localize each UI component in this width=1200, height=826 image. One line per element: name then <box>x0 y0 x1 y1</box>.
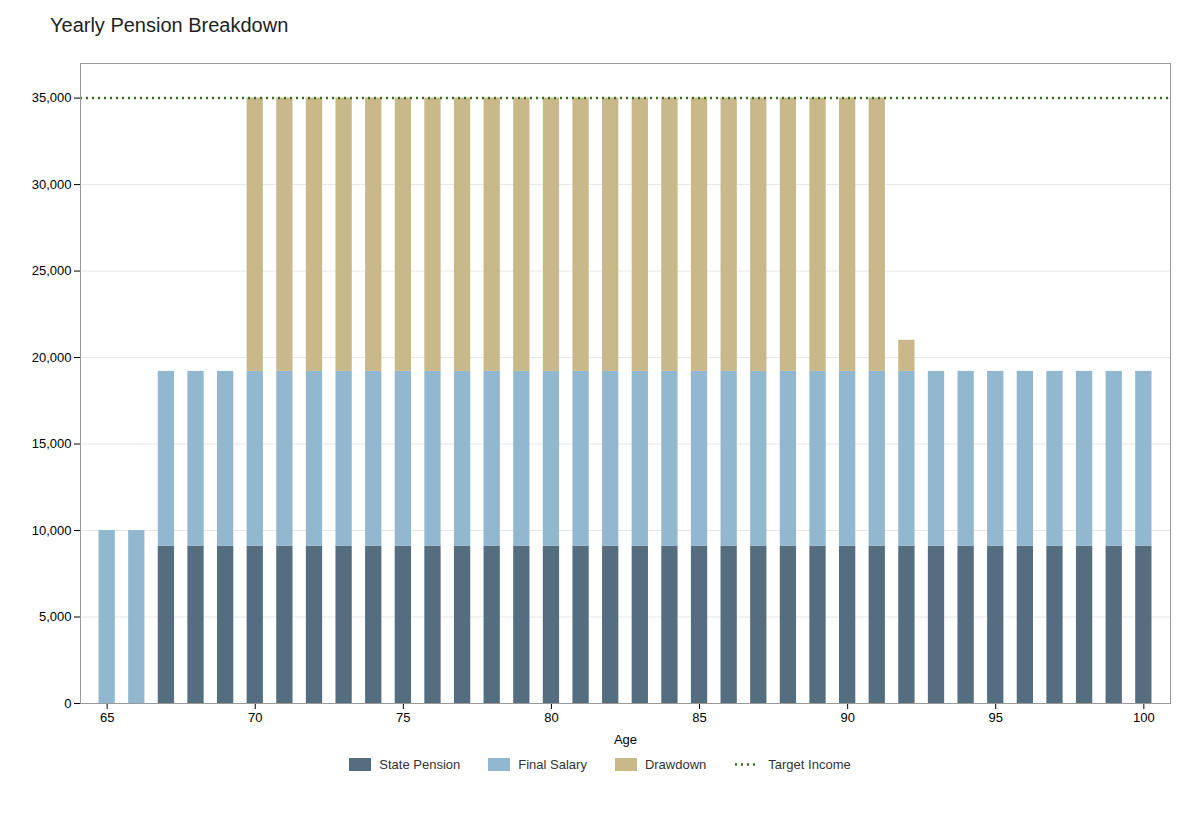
svg-text:90: 90 <box>840 710 854 725</box>
svg-text:80: 80 <box>544 710 558 725</box>
html-text:Yearly Pension Breakdown: Yearly Pension Breakdown <box>50 14 289 36</box>
html-text:Target Income: Target Income <box>768 757 851 772</box>
svg-text:70: 70 <box>248 710 262 725</box>
svg-text:10,000: 10,000 <box>32 523 72 538</box>
svg-text:75: 75 <box>396 710 410 725</box>
svg-text:5,000: 5,000 <box>39 609 72 624</box>
html-text:Drawdown: Drawdown <box>644 757 707 772</box>
svg-text:15,000: 15,000 <box>32 436 72 451</box>
svg-text:0: 0 <box>64 696 71 711</box>
svg-text:20,000: 20,000 <box>32 350 72 365</box>
html-text:State Pension: State Pension <box>379 757 461 772</box>
svg-text:85: 85 <box>692 710 706 725</box>
svg-text:100: 100 <box>1133 710 1155 725</box>
svg-text:Age: Age <box>614 732 637 747</box>
svg-text:25,000: 25,000 <box>32 263 72 278</box>
svg-text:30,000: 30,000 <box>32 177 72 192</box>
html-text:Final Salary: Final Salary <box>518 757 587 772</box>
svg-text:65: 65 <box>100 710 114 725</box>
svg-text:35,000: 35,000 <box>32 90 72 105</box>
svg-text:95: 95 <box>989 710 1003 725</box>
